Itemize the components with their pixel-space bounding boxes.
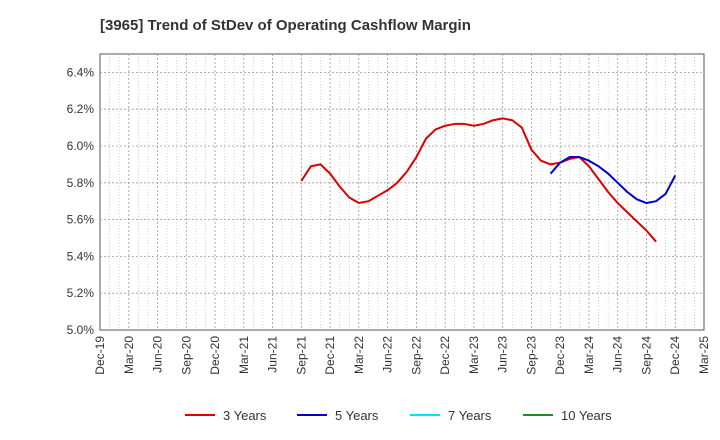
legend: 3 Years 5 Years 7 Years 10 Years <box>185 408 612 423</box>
series-line-5-years <box>549 156 677 205</box>
x-tick-label: Jun-22 <box>381 336 395 373</box>
x-tick-label: Jun-21 <box>266 336 280 373</box>
x-tick-label: Sep-20 <box>179 336 193 375</box>
x-tick-label: Sep-21 <box>294 336 308 375</box>
legend-label: 5 Years <box>335 408 379 423</box>
grid <box>100 54 704 330</box>
x-tick-label: Sep-22 <box>409 336 423 375</box>
x-tick-label: Sep-23 <box>524 336 538 375</box>
series-line-3-years <box>300 117 657 243</box>
y-tick-label: 5.0% <box>67 323 95 337</box>
series-layer <box>300 117 677 243</box>
x-tick-label: Mar-20 <box>122 336 136 374</box>
x-tick-label: Mar-23 <box>467 336 481 374</box>
x-tick-label: Sep-24 <box>639 336 653 375</box>
y-tick-label: 5.8% <box>67 176 95 190</box>
y-axis: 5.0% 5.2% 5.4% 5.6% 5.8% 6.0% 6.2% 6.4% <box>67 65 95 337</box>
x-tick-label: Jun-23 <box>496 336 510 373</box>
x-tick-label: Jun-20 <box>151 336 165 373</box>
legend-label: 3 Years <box>223 408 267 423</box>
x-tick-label: Mar-21 <box>237 336 251 374</box>
x-tick-label: Mar-22 <box>352 336 366 374</box>
x-tick-label: Dec-21 <box>323 336 337 375</box>
x-tick-label: Mar-25 <box>697 336 711 374</box>
y-tick-label: 6.2% <box>67 102 95 116</box>
y-tick-label: 5.4% <box>67 249 95 263</box>
x-tick-label: Dec-22 <box>438 336 452 375</box>
legend-label: 7 Years <box>448 408 492 423</box>
x-tick-label: Dec-20 <box>208 336 222 375</box>
x-tick-label: Mar-24 <box>582 336 596 374</box>
x-tick-label: Dec-19 <box>93 336 107 375</box>
y-tick-label: 5.2% <box>67 286 95 300</box>
plot-area <box>99 53 705 331</box>
x-tick-label: Jun-24 <box>611 336 625 373</box>
x-axis: Dec-19 Mar-20 Jun-20 Sep-20 Dec-20 Mar-21 Jun-… <box>93 336 711 375</box>
x-tick-label: Dec-23 <box>553 336 567 375</box>
legend-label: 10 Years <box>561 408 612 423</box>
y-tick-label: 6.4% <box>67 65 95 79</box>
chart-title: [3965] Trend of StDev of Operating Cashf… <box>100 17 471 34</box>
x-tick-label: Dec-24 <box>668 336 682 375</box>
y-tick-label: 6.0% <box>67 139 95 153</box>
y-tick-label: 5.6% <box>67 213 95 227</box>
